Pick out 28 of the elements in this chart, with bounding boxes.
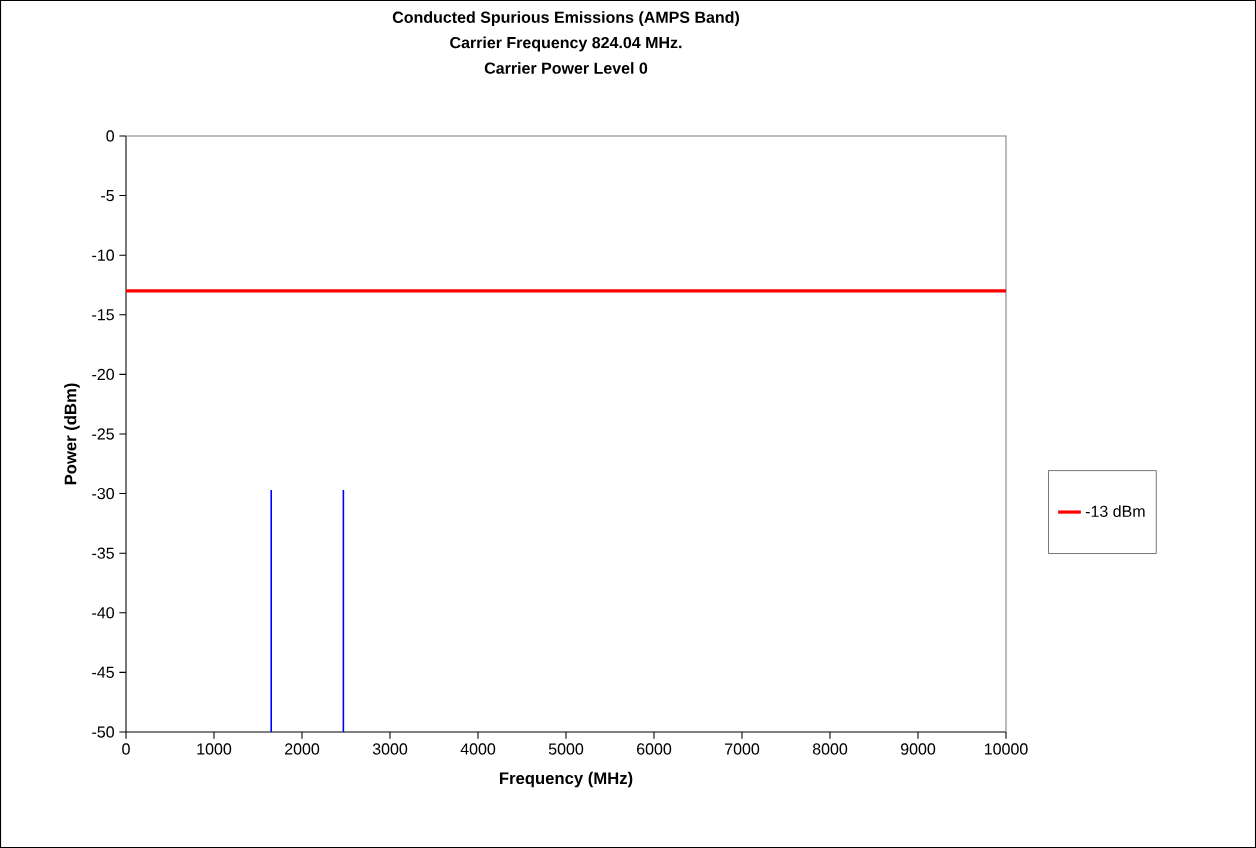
y-tick-label: -50 <box>92 726 115 738</box>
x-tick-label: 2000 <box>285 743 320 755</box>
x-tick-label: 4000 <box>460 743 496 755</box>
y-tick-label: -35 <box>92 547 114 559</box>
y-axis-title: Power (dBm) <box>64 383 80 485</box>
y-tick-label: -10 <box>92 249 115 261</box>
x-tick-label: 3000 <box>372 743 408 755</box>
y-tick-label: -30 <box>92 487 115 500</box>
x-tick-label: 5000 <box>548 743 584 755</box>
chart-subtitle: Carrier Frequency 824.04 MHz. <box>450 36 682 52</box>
x-tick-label: 1000 <box>197 743 232 755</box>
y-tick-label: -45 <box>92 666 114 678</box>
x-tick-label: 6000 <box>637 743 672 755</box>
x-axis-title: Frequency (MHz) <box>499 771 633 788</box>
chart-title: Conducted Spurious Emissions (AMPS Band) <box>392 11 740 27</box>
x-tick-label: 0 <box>122 743 130 755</box>
y-tick-label: -15 <box>92 309 114 321</box>
y-tick-label: -25 <box>92 428 114 440</box>
x-tick-label: 10000 <box>984 743 1028 755</box>
legend-label: -13 dBm <box>1085 505 1145 517</box>
x-tick-label: 8000 <box>812 743 848 755</box>
text: Carrier Power Level 0 <box>484 62 648 74</box>
y-tick-label: -5 <box>101 190 114 202</box>
x-tick-label: 7000 <box>725 743 760 755</box>
y-tick-label: -40 <box>92 607 115 619</box>
y-tick-label: -20 <box>92 368 115 381</box>
x-tick-label: 9000 <box>900 743 936 755</box>
y-tick-label: 0 <box>106 130 115 142</box>
